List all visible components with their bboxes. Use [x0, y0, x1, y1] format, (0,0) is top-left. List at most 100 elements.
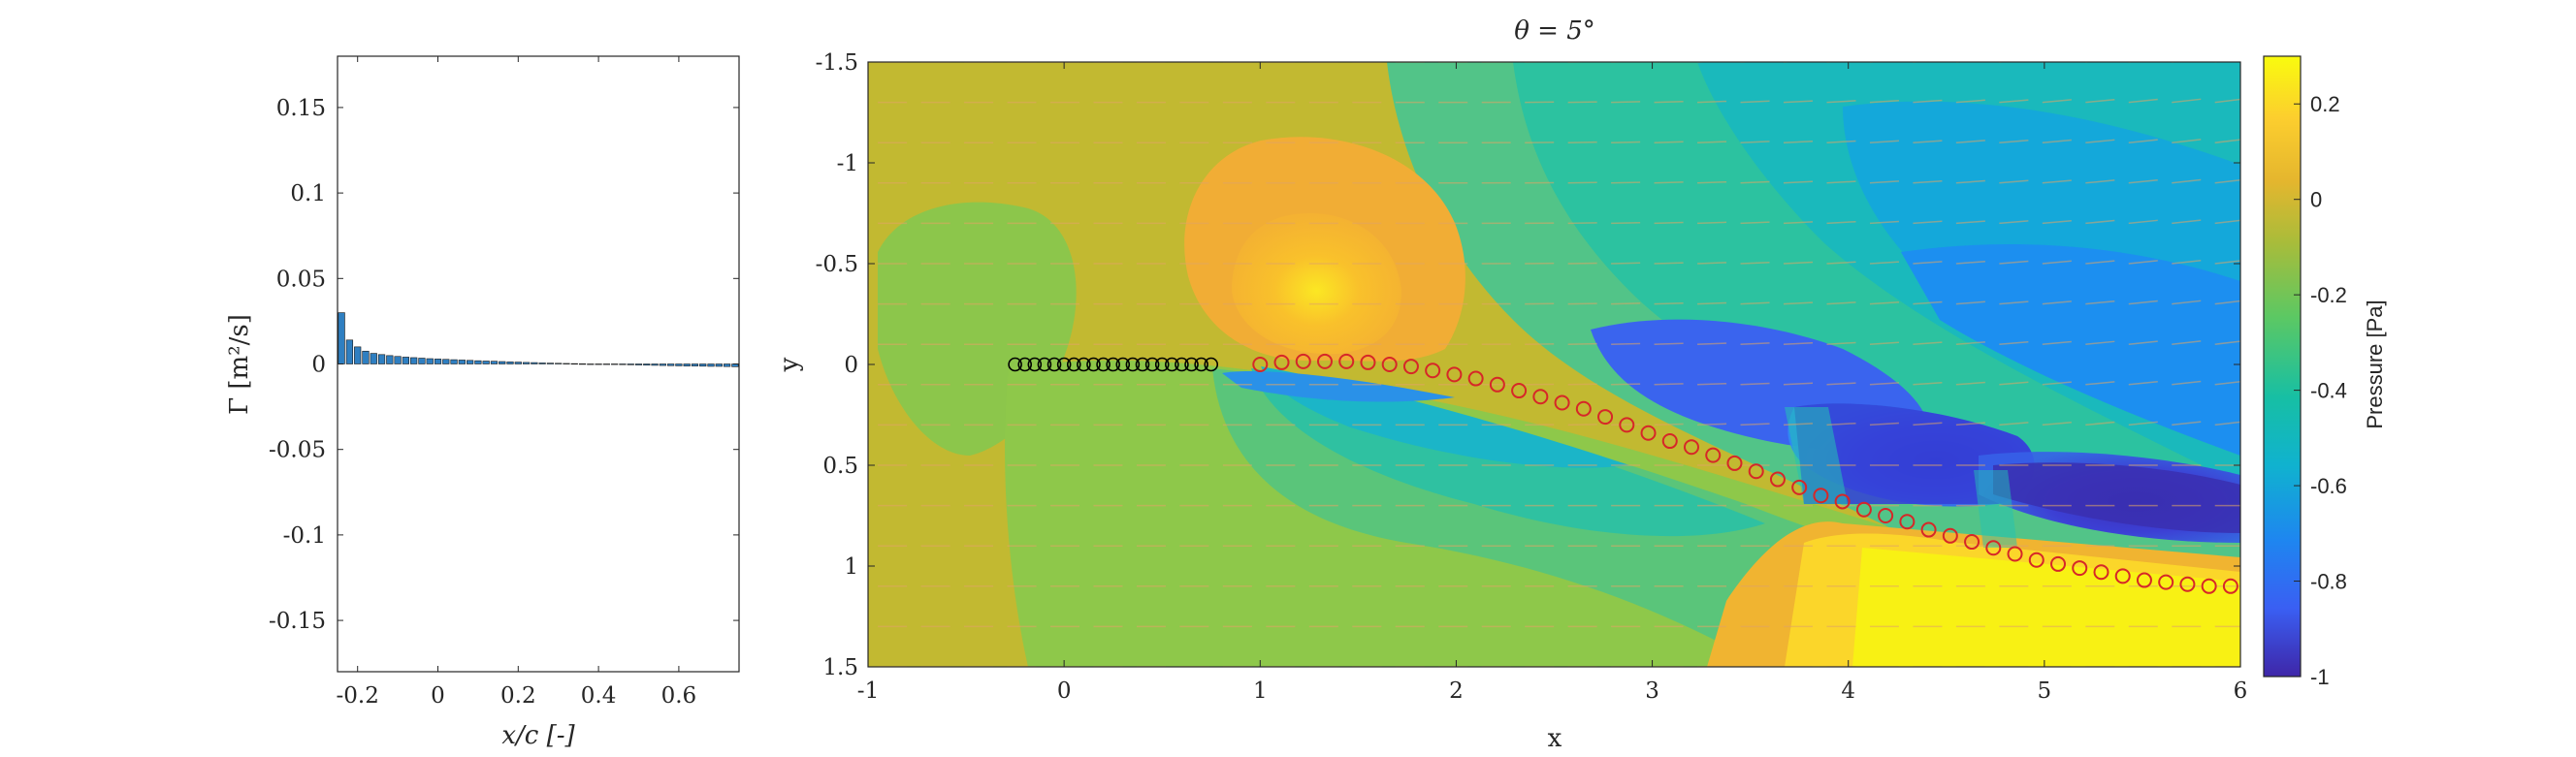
bar — [377, 354, 386, 364]
velocity-arrow — [1869, 341, 1899, 345]
bar — [386, 355, 394, 364]
velocity-arrow — [1955, 140, 1985, 143]
velocity-arrow — [1955, 422, 1985, 426]
velocity-arrow — [1567, 141, 1597, 143]
field-x-tick-label: 0 — [1057, 678, 1072, 704]
bar — [634, 363, 643, 365]
bar — [434, 359, 442, 364]
field-x-tick-label: 2 — [1449, 678, 1464, 704]
bar — [394, 356, 402, 364]
bar — [587, 363, 595, 365]
plate-point — [1184, 357, 1199, 372]
wake-point — [2007, 546, 2023, 562]
wake-point — [1769, 471, 1786, 488]
colorbar-label: Pressure [Pa] — [2363, 300, 2387, 428]
wake-point — [1381, 357, 1398, 372]
wake-point — [1813, 488, 1829, 504]
wake-point — [2201, 578, 2217, 594]
wake-point — [1705, 447, 1722, 463]
bar — [482, 361, 490, 364]
bar — [643, 363, 651, 366]
wake-point — [1834, 493, 1851, 510]
bar — [499, 361, 506, 364]
plate-point — [1135, 357, 1150, 372]
wake-point — [1252, 357, 1269, 372]
velocity-arrow — [1567, 424, 1597, 426]
bar — [619, 363, 627, 365]
velocity-arrow — [1869, 180, 1899, 184]
velocity-arrow — [2128, 340, 2158, 345]
velocity-arrow — [1783, 261, 1814, 265]
velocity-arrow — [1654, 262, 1684, 265]
bar-x-tick-label: -0.2 — [337, 683, 379, 709]
velocity-arrow — [1611, 302, 1641, 305]
wake-point — [1855, 501, 1872, 518]
contour-level-m0.6 — [1901, 243, 2240, 456]
wake-point — [2222, 578, 2238, 594]
wake-point — [1661, 433, 1678, 450]
plate-point — [1037, 357, 1052, 372]
bar — [410, 357, 418, 364]
field-y-tick-label: -1 — [837, 151, 858, 176]
velocity-arrow — [1654, 301, 1684, 305]
velocity-arrow — [2214, 421, 2240, 426]
velocity-arrow — [1654, 221, 1684, 225]
velocity-arrow — [1740, 100, 1770, 104]
contour-jump2 — [1974, 470, 2017, 548]
plate-point — [1027, 357, 1043, 372]
colorbar-gradient — [2263, 55, 2302, 678]
field-y-axis-label: y — [775, 357, 804, 372]
velocity-arrow — [1826, 220, 1856, 225]
bar — [595, 363, 602, 365]
wake-point — [1920, 521, 1937, 538]
velocity-arrow — [1697, 100, 1727, 104]
colorbar-tick-label: -0.6 — [2310, 474, 2347, 498]
velocity-arrow — [1740, 382, 1770, 386]
velocity-arrow — [1955, 381, 1985, 386]
wake-point — [1316, 353, 1333, 369]
plate-point — [1046, 357, 1062, 372]
velocity-arrow — [1740, 180, 1770, 184]
velocity-arrow — [1826, 301, 1856, 305]
velocity-arrow — [1955, 99, 1985, 104]
velocity-arrow — [1654, 181, 1684, 184]
field-x-tick-label: 4 — [1841, 678, 1855, 704]
plate-point — [1017, 357, 1033, 372]
plate-vortex-markers — [1008, 357, 1219, 372]
velocity-arrow — [2172, 421, 2202, 426]
bar — [514, 362, 522, 364]
velocity-arrow — [1955, 179, 1985, 184]
velocity-arrow — [1783, 140, 1814, 143]
contour-wake-low-start — [1222, 370, 1455, 402]
bar — [450, 359, 458, 364]
bar — [474, 360, 482, 364]
velocity-arrow — [1999, 260, 2029, 265]
wake-point — [2028, 552, 2045, 568]
velocity-arrow — [1567, 181, 1597, 184]
bar — [602, 363, 610, 365]
wake-point — [1899, 514, 1916, 530]
velocity-arrow — [2128, 300, 2158, 305]
velocity-arrow — [1783, 301, 1814, 305]
bar — [578, 363, 587, 365]
wake-point — [2136, 572, 2152, 588]
velocity-arrow — [1826, 180, 1856, 184]
bar-series — [338, 312, 739, 367]
bar — [546, 363, 555, 364]
velocity-arrow — [1783, 341, 1814, 345]
velocity-arrow — [1611, 342, 1641, 345]
velocity-arrow — [2085, 179, 2115, 184]
velocity-arrow — [2128, 139, 2158, 143]
velocity-arrow — [1783, 221, 1814, 225]
wake-point — [1511, 383, 1528, 399]
bar — [715, 363, 723, 367]
plate-point — [1096, 357, 1111, 372]
wake-point — [1726, 455, 1743, 471]
velocity-arrow — [2085, 98, 2115, 104]
bar-x-tick-label: 0.2 — [500, 683, 536, 709]
plate-point — [1125, 357, 1141, 372]
bar — [418, 358, 426, 364]
velocity-arrow — [2042, 219, 2072, 225]
wake-point — [1402, 359, 1419, 375]
velocity-arrow — [1955, 341, 1985, 345]
